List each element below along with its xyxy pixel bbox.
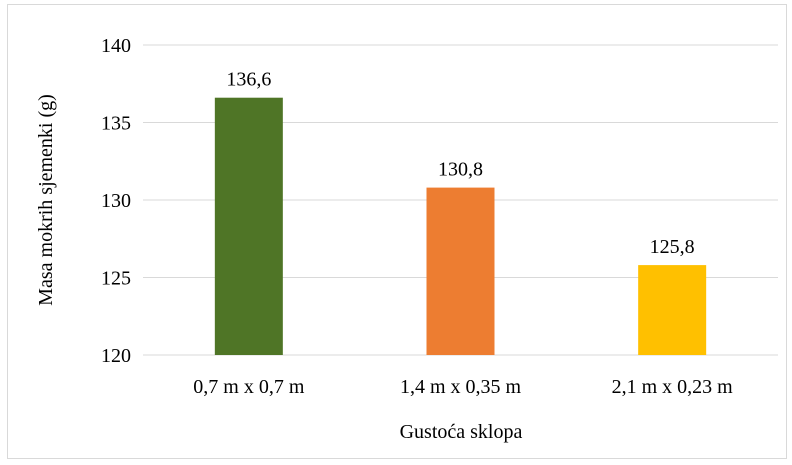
y-tick-label: 140 (101, 35, 131, 57)
bar (426, 187, 495, 355)
x-tick-label: 1,4 m x 0,35 m (400, 376, 522, 398)
bar (214, 97, 283, 355)
y-axis-ticks: 120 125 130 135 140 (101, 35, 131, 367)
chart-frame (7, 4, 787, 459)
bar (638, 265, 707, 355)
y-axis-title: Masa mokrih sjemenki (g) (35, 94, 57, 306)
y-tick-label: 120 (101, 345, 131, 367)
data-label: 125,8 (650, 236, 695, 258)
data-label: 136,6 (226, 69, 271, 91)
x-axis-title: Gustoća sklopa (400, 421, 523, 443)
data-labels: 136,6 130,8 125,8 (226, 69, 694, 258)
bars (214, 97, 707, 355)
x-tick-label: 0,7 m x 0,7 m (193, 376, 305, 398)
x-axis-ticks: 0,7 m x 0,7 m 1,4 m x 0,35 m 2,1 m x 0,23 … (193, 376, 733, 398)
y-tick-label: 135 (101, 113, 131, 135)
y-tick-label: 130 (101, 190, 131, 212)
x-tick-label: 2,1 m x 0,23 m (612, 376, 734, 398)
data-label: 130,8 (438, 159, 483, 181)
y-tick-label: 125 (101, 268, 131, 290)
